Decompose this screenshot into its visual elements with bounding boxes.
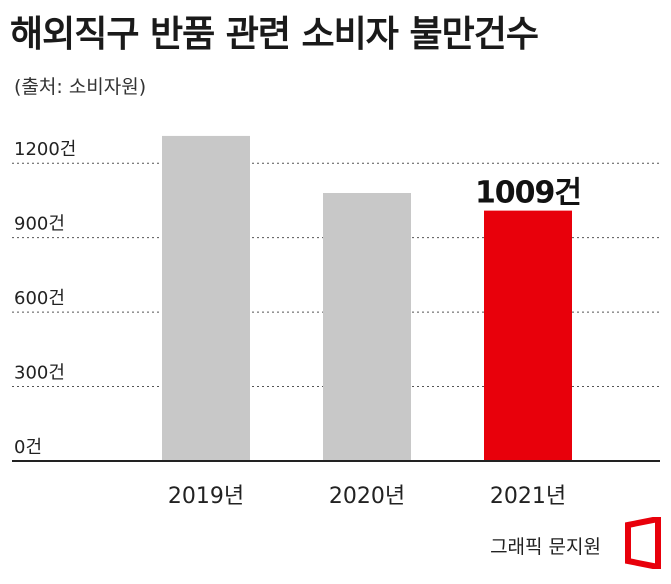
y-tick-label: 300건 [14,363,65,384]
x-tick-label: 2021년 [490,484,566,509]
y-tick-label: 1200건 [14,139,76,160]
data-labels: 1009건 [475,176,582,211]
bar-2021년 [484,210,572,461]
y-tick-label: 900건 [14,214,65,235]
x-tick-label: 2019년 [168,484,244,509]
y-tick-label: 600건 [14,288,65,309]
y-tick-label: 0건 [14,437,42,458]
chart-title: 해외직구 반품 관련 소비자 불만건수 [10,14,539,55]
bar-2020년 [323,193,411,461]
data-label: 1009건 [475,176,581,211]
x-tick-label: 2020년 [329,484,405,509]
bar-2019년 [162,135,250,462]
graphic-credit: 그래픽 문지원 [490,536,601,558]
x-tick-labels: 2019년 2020년 2021년 [168,484,566,509]
bars [162,135,572,462]
y-tick-labels: 0건 300건 600건 900건 1200건 [14,139,76,458]
source-note: (출처: 소비자원) [14,76,147,98]
newspaper-logo-icon [625,517,661,569]
